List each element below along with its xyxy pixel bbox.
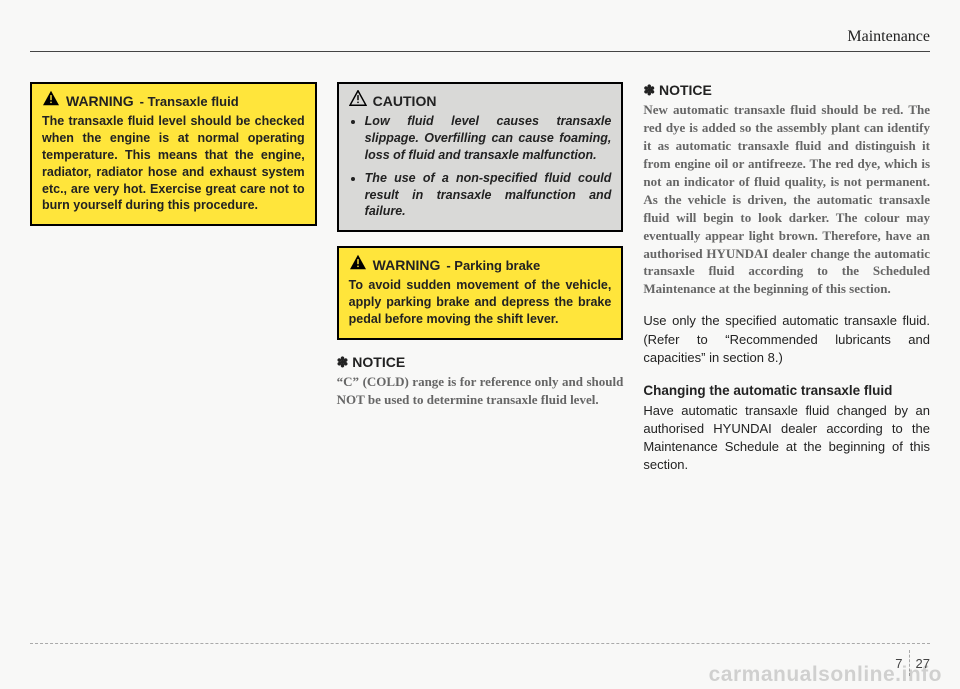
notice-mark: ✽ [337, 354, 349, 370]
caution-title-row: CAUTION [349, 90, 612, 109]
warning-body: The transaxle fluid level should be chec… [42, 113, 305, 214]
column-1: WARNING - Transaxle fluid The transaxle … [30, 82, 317, 475]
column-2: CAUTION Low fluid level causes transaxle… [337, 82, 624, 475]
warning-label: WARNING [373, 257, 441, 273]
caution-body: Low fluid level causes transaxle slippag… [349, 113, 612, 220]
notice-block: ✽ NOTICE New automatic transaxle fluid s… [643, 82, 930, 298]
caution-box: CAUTION Low fluid level causes transaxle… [337, 82, 624, 232]
warning-subtitle: - Transaxle fluid [140, 94, 239, 109]
warning-label: WARNING [66, 93, 134, 109]
header-rule: Maintenance [30, 28, 930, 52]
warning-title-row: WARNING - Transaxle fluid [42, 90, 305, 109]
notice-heading: ✽ NOTICE [643, 82, 930, 99]
caution-item: Low fluid level causes transaxle slippag… [365, 113, 612, 164]
notice-label: NOTICE [352, 354, 405, 370]
notice-heading: ✽ NOTICE [337, 354, 624, 371]
notice-block: ✽ NOTICE “C” (COLD) range is for referen… [337, 354, 624, 409]
warning-parking-brake: WARNING - Parking brake To avoid sudden … [337, 246, 624, 340]
paragraph: Have automatic transaxle fluid changed b… [643, 402, 930, 475]
warning-icon [42, 90, 60, 106]
caution-label: CAUTION [373, 93, 437, 109]
content-columns: WARNING - Transaxle fluid The transaxle … [30, 82, 930, 475]
warning-transaxle-fluid: WARNING - Transaxle fluid The transaxle … [30, 82, 317, 226]
caution-item: The use of a non-specified fluid could r… [365, 170, 612, 221]
watermark-text: carmanualsonline.info [709, 663, 942, 687]
caution-icon [349, 90, 367, 106]
notice-body: “C” (COLD) range is for reference only a… [337, 373, 624, 409]
warning-subtitle: - Parking brake [446, 258, 540, 273]
caution-list: Low fluid level causes transaxle slippag… [349, 113, 612, 220]
page-content: Maintenance WARNING - Transaxle fluid Th… [30, 0, 930, 475]
notice-body: New automatic transaxle fluid should be … [643, 101, 930, 298]
warning-body: To avoid sudden movement of the vehicle,… [349, 277, 612, 328]
notice-mark: ✽ [643, 82, 655, 98]
section-title: Maintenance [847, 28, 930, 46]
subheading: Changing the automatic transaxle fluid [643, 383, 930, 398]
notice-label: NOTICE [659, 82, 712, 98]
paragraph: Use only the specified automatic transax… [643, 312, 930, 367]
warning-icon [349, 254, 367, 270]
warning-title-row: WARNING - Parking brake [349, 254, 612, 273]
column-3: ✽ NOTICE New automatic transaxle fluid s… [643, 82, 930, 475]
